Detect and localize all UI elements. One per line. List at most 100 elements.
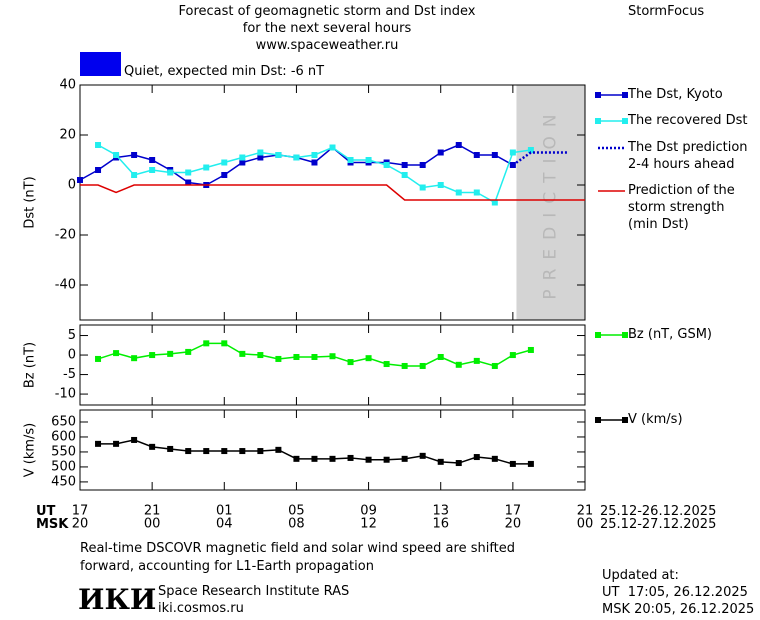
- updated-msk: MSK 20:05, 26.12.2025: [602, 602, 755, 617]
- data-point: [455, 460, 462, 467]
- status-text: Quiet, expected min Dst: -6 nT: [124, 64, 325, 79]
- x-tick-label: 01: [216, 504, 233, 519]
- data-point: [77, 177, 83, 183]
- brand: StormFocus: [628, 4, 705, 19]
- x-tick-label: 21: [577, 504, 594, 519]
- y-tick-label: 600: [51, 429, 76, 444]
- data-point: [455, 142, 462, 148]
- data-point: [455, 361, 462, 368]
- data-point: [437, 458, 444, 465]
- data-point: [239, 154, 246, 161]
- data-point: [149, 157, 156, 163]
- data-point: [257, 352, 264, 359]
- msk-tick-label: 12: [360, 517, 377, 532]
- prediction-label: PREDICTION: [541, 105, 561, 299]
- data-point: [473, 357, 480, 364]
- data-point: [401, 162, 408, 168]
- legend-marker: [622, 118, 628, 124]
- ut-label: UT: [36, 504, 56, 519]
- data-point: [329, 455, 336, 462]
- data-point: [113, 152, 120, 158]
- legend-marker: [622, 92, 628, 98]
- y-axis-label: Bz (nT): [23, 342, 38, 388]
- y-tick-label: -40: [55, 278, 76, 293]
- plot-frame: [79, 84, 586, 321]
- legend-marker: [622, 332, 628, 338]
- legend-marker: [622, 417, 628, 423]
- data-point: [149, 352, 156, 359]
- data-point: [365, 157, 372, 163]
- data-point: [365, 355, 372, 362]
- msk-dates: 25.12-27.12.2025: [600, 517, 717, 532]
- data-point: [527, 460, 534, 467]
- data-point: [221, 448, 228, 455]
- data-point: [491, 199, 498, 206]
- data-point: [383, 361, 390, 368]
- data-point: [419, 452, 426, 459]
- data-point: [203, 164, 210, 171]
- data-point: [311, 455, 318, 462]
- data-point: [473, 189, 480, 196]
- title: Forecast of geomagnetic storm and Dst in…: [178, 4, 476, 53]
- data-point: [203, 448, 210, 455]
- data-point: [293, 354, 300, 360]
- legend-label: Prediction of the storm strength (min Ds…: [628, 183, 735, 232]
- data-point: [131, 355, 138, 362]
- data-point: [419, 162, 426, 168]
- x-tick-label: 13: [432, 504, 449, 519]
- msk-tick-label: 08: [288, 517, 305, 532]
- institute: Space Research Institute RAS: [158, 584, 350, 599]
- data-point: [491, 152, 498, 158]
- data-point: [473, 454, 480, 461]
- legend-marker: [595, 92, 601, 98]
- data-point: [509, 460, 516, 467]
- prediction-region: [516, 85, 585, 320]
- ut-dates: 25.12-26.12.2025: [600, 504, 717, 519]
- y-tick-label: -10: [55, 387, 76, 402]
- y-tick-label: 450: [51, 474, 76, 489]
- y-tick-label: 550: [51, 444, 76, 459]
- data-point: [95, 440, 102, 447]
- data-point: [419, 184, 426, 191]
- data-point: [95, 355, 102, 362]
- legend-label: V (km/s): [628, 412, 683, 427]
- x-tick-label: 17: [72, 504, 89, 519]
- y-tick-label: 650: [51, 414, 76, 429]
- data-point: [239, 350, 246, 357]
- logo: ИКИ: [78, 583, 157, 616]
- data-point: [95, 142, 102, 148]
- data-point: [329, 144, 336, 151]
- y-tick-label: 5: [68, 328, 76, 343]
- y-tick-label: 20: [59, 128, 76, 143]
- data-point: [491, 455, 498, 462]
- data-point: [527, 346, 534, 353]
- data-point: [257, 154, 264, 161]
- msk-tick-label: 20: [505, 517, 522, 532]
- status-indicator: [80, 52, 121, 76]
- data-point: [275, 152, 282, 158]
- y-tick-label: 0: [68, 348, 76, 363]
- msk-tick-label: 00: [577, 517, 594, 532]
- x-tick-label: 17: [505, 504, 522, 519]
- data-point: [401, 362, 408, 369]
- data-point: [347, 454, 354, 461]
- msk-tick-label: 20: [72, 517, 89, 532]
- legend-label: Bz (nT, GSM): [628, 327, 713, 342]
- data-point: [437, 149, 444, 156]
- data-point: [167, 445, 174, 452]
- data-point: [131, 152, 138, 158]
- data-point: [167, 350, 174, 357]
- data-point: [311, 159, 318, 166]
- data-point: [185, 348, 192, 355]
- data-point: [437, 182, 444, 188]
- updated-ut: UT 17:05, 26.12.2025: [602, 585, 748, 600]
- data-point: [149, 443, 156, 450]
- data-point: [257, 149, 264, 156]
- data-point: [437, 354, 444, 360]
- y-tick-label: 500: [51, 459, 76, 474]
- msk-tick-label: 16: [432, 517, 449, 532]
- data-point: [365, 456, 372, 463]
- data-point: [239, 448, 246, 455]
- data-point: [221, 172, 228, 178]
- msk-label: MSK: [36, 517, 69, 532]
